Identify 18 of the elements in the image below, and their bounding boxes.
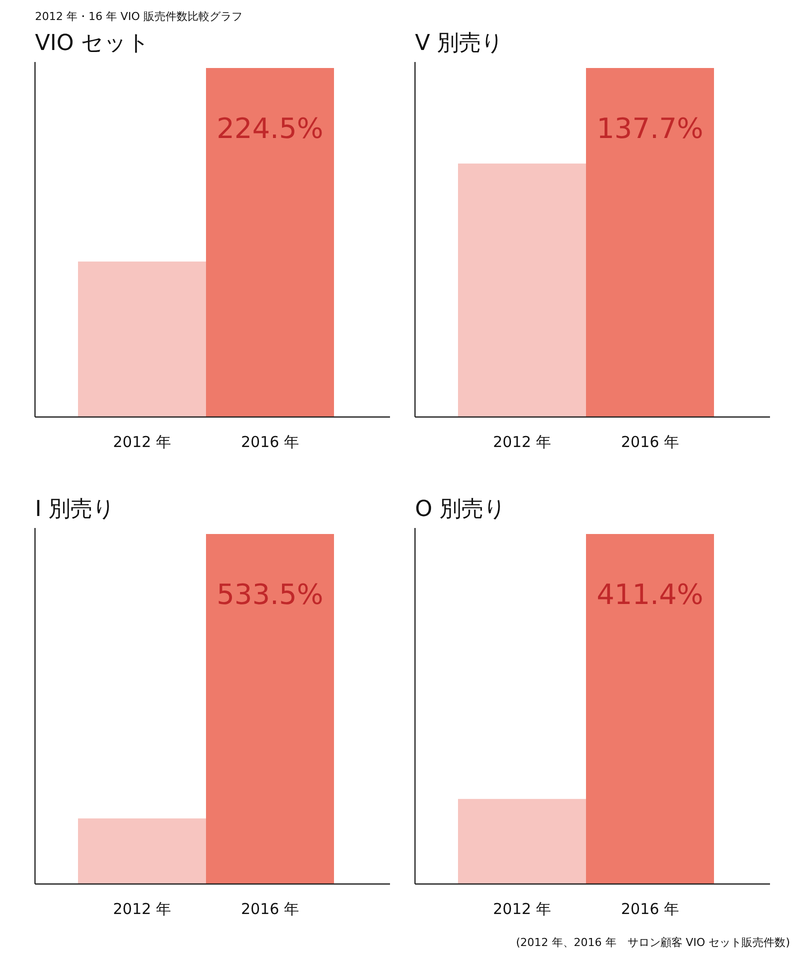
x-tick-label: 2012 年 — [493, 900, 551, 918]
chart-title: VIO セット — [35, 31, 150, 56]
text: (2012 年、2016 年 サロン顧客 VIO セット販売件数) — [516, 936, 790, 949]
chart-title: O 別売り — [415, 497, 506, 522]
data-label: 137.7% — [596, 112, 704, 145]
text: 2012 年・16 年 VIO 販売件数比較グラフ — [35, 10, 242, 23]
x-tick-label: 2012 年 — [113, 433, 171, 451]
data-label: 533.5% — [216, 578, 324, 611]
x-tick-label: 2012 年 — [113, 900, 171, 918]
data-label: 411.4% — [596, 578, 704, 611]
data-label: 224.5% — [216, 112, 324, 145]
x-tick-label: 2016 年 — [241, 900, 299, 918]
chart-title: I 別売り — [35, 497, 116, 522]
x-tick-label: 2016 年 — [621, 433, 679, 451]
x-tick-label: 2016 年 — [621, 900, 679, 918]
chart-title: V 別売り — [415, 31, 504, 56]
x-tick-label: 2016 年 — [241, 433, 299, 451]
x-tick-label: 2012 年 — [493, 433, 551, 451]
